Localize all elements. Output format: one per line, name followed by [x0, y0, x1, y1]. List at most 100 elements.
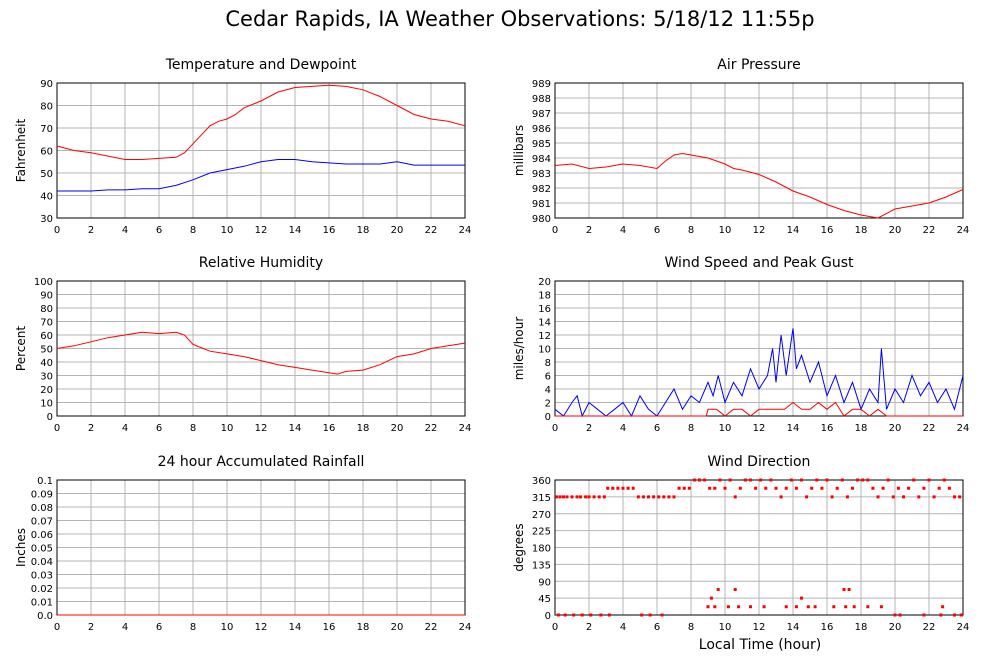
x-tick-label: 4 — [122, 423, 128, 434]
data-point — [713, 486, 717, 490]
y-tick-label: 0.0 — [37, 611, 53, 622]
y-tick-label: 986 — [532, 124, 551, 135]
x-tick-label: 6 — [156, 423, 162, 434]
x-tick-label: 18 — [357, 423, 370, 434]
x-tick-label: 6 — [156, 622, 162, 633]
y-tick-label: 70 — [40, 318, 53, 329]
y-tick-label: 0.05 — [31, 544, 53, 555]
data-point — [652, 495, 656, 499]
data-point — [641, 495, 645, 499]
series-line-1 — [555, 401, 963, 417]
x-tick-label: 2 — [586, 225, 592, 236]
data-point — [762, 605, 766, 609]
x-tick-label: 8 — [190, 622, 196, 633]
data-point — [832, 605, 836, 609]
series-line-0 — [56, 331, 466, 375]
plot-frame — [554, 280, 964, 417]
y-tick-label: 40 — [40, 192, 53, 203]
x-tick-label: 24 — [957, 225, 970, 236]
x-tick-label: 4 — [620, 622, 626, 633]
data-point — [607, 613, 611, 617]
y-tick-label: 30 — [40, 214, 53, 225]
x-tick-label: 12 — [753, 225, 766, 236]
x-tick-label: 16 — [323, 225, 336, 236]
y-tick-label: 360 — [532, 476, 551, 487]
y-tick-label: 989 — [532, 79, 551, 90]
x-tick-label: 12 — [255, 622, 268, 633]
y-tick-label: 985 — [532, 139, 551, 150]
data-point — [606, 486, 610, 490]
data-point — [794, 486, 798, 490]
x-tick-label: 18 — [855, 225, 868, 236]
x-axis-label: Local Time (hour) — [699, 637, 821, 653]
data-point — [677, 486, 681, 490]
y-tick-label: 40 — [40, 358, 53, 369]
x-tick-label: 20 — [889, 225, 902, 236]
y-tick-label: 981 — [532, 199, 551, 210]
panel-title: Wind Direction — [708, 454, 811, 470]
data-point — [764, 486, 768, 490]
data-point — [660, 613, 664, 617]
data-point — [815, 478, 819, 482]
data-point — [939, 613, 943, 617]
x-tick-label: 6 — [654, 225, 660, 236]
y-tick-label: 0.01 — [31, 598, 53, 609]
y-tick-label: 6 — [545, 372, 551, 383]
data-point — [562, 495, 565, 499]
data-point — [898, 613, 902, 617]
data-point — [844, 605, 848, 609]
y-tick-label: 20 — [538, 277, 551, 288]
data-point — [602, 495, 606, 499]
y-tick-label: 0 — [545, 611, 551, 622]
data-point — [587, 495, 591, 499]
x-tick-label: 12 — [255, 225, 268, 236]
data-point — [570, 495, 574, 499]
y-tick-label: 80 — [40, 304, 53, 315]
data-point — [621, 486, 625, 490]
data-point — [810, 486, 814, 490]
data-point — [835, 486, 839, 490]
y-tick-label: 70 — [40, 124, 53, 135]
data-point — [917, 495, 921, 499]
panel-title: Temperature and Dewpoint — [165, 57, 357, 73]
y-tick-label: 0.06 — [31, 530, 53, 541]
x-tick-label: 2 — [88, 225, 94, 236]
panel-title: Relative Humidity — [199, 255, 323, 271]
data-point — [726, 605, 730, 609]
data-point — [794, 605, 798, 609]
y-tick-label: 18 — [538, 291, 551, 302]
y-tick-label: 0 — [47, 412, 53, 423]
x-tick-label: 20 — [391, 423, 404, 434]
x-tick-label: 20 — [889, 622, 902, 633]
data-point — [813, 605, 817, 609]
y-tick-label: 50 — [40, 345, 53, 356]
data-point — [597, 495, 601, 499]
y-tick-label: 60 — [40, 331, 53, 342]
y-tick-label: 8 — [545, 358, 551, 369]
y-tick-label: 45 — [538, 594, 551, 605]
data-point — [941, 605, 945, 609]
x-tick-label: 22 — [425, 423, 438, 434]
x-tick-label: 2 — [586, 622, 592, 633]
x-tick-label: 10 — [221, 423, 234, 434]
data-point — [820, 486, 824, 490]
data-point — [754, 486, 758, 490]
data-point — [937, 486, 941, 490]
y-tick-label: 135 — [532, 560, 551, 571]
x-tick-label: 22 — [923, 622, 936, 633]
x-tick-label: 20 — [391, 622, 404, 633]
series-line-0 — [554, 152, 964, 219]
y-tick-label: 2 — [545, 399, 551, 410]
x-tick-label: 18 — [855, 423, 868, 434]
y-tick-label: 987 — [532, 109, 551, 120]
x-tick-label: 12 — [753, 423, 766, 434]
y-tick-label: 0 — [545, 412, 551, 423]
data-point — [599, 613, 603, 617]
data-point — [784, 486, 788, 490]
x-tick-label: 18 — [855, 622, 868, 633]
x-tick-label: 4 — [620, 423, 626, 434]
data-point — [636, 495, 640, 499]
x-tick-label: 8 — [688, 225, 694, 236]
